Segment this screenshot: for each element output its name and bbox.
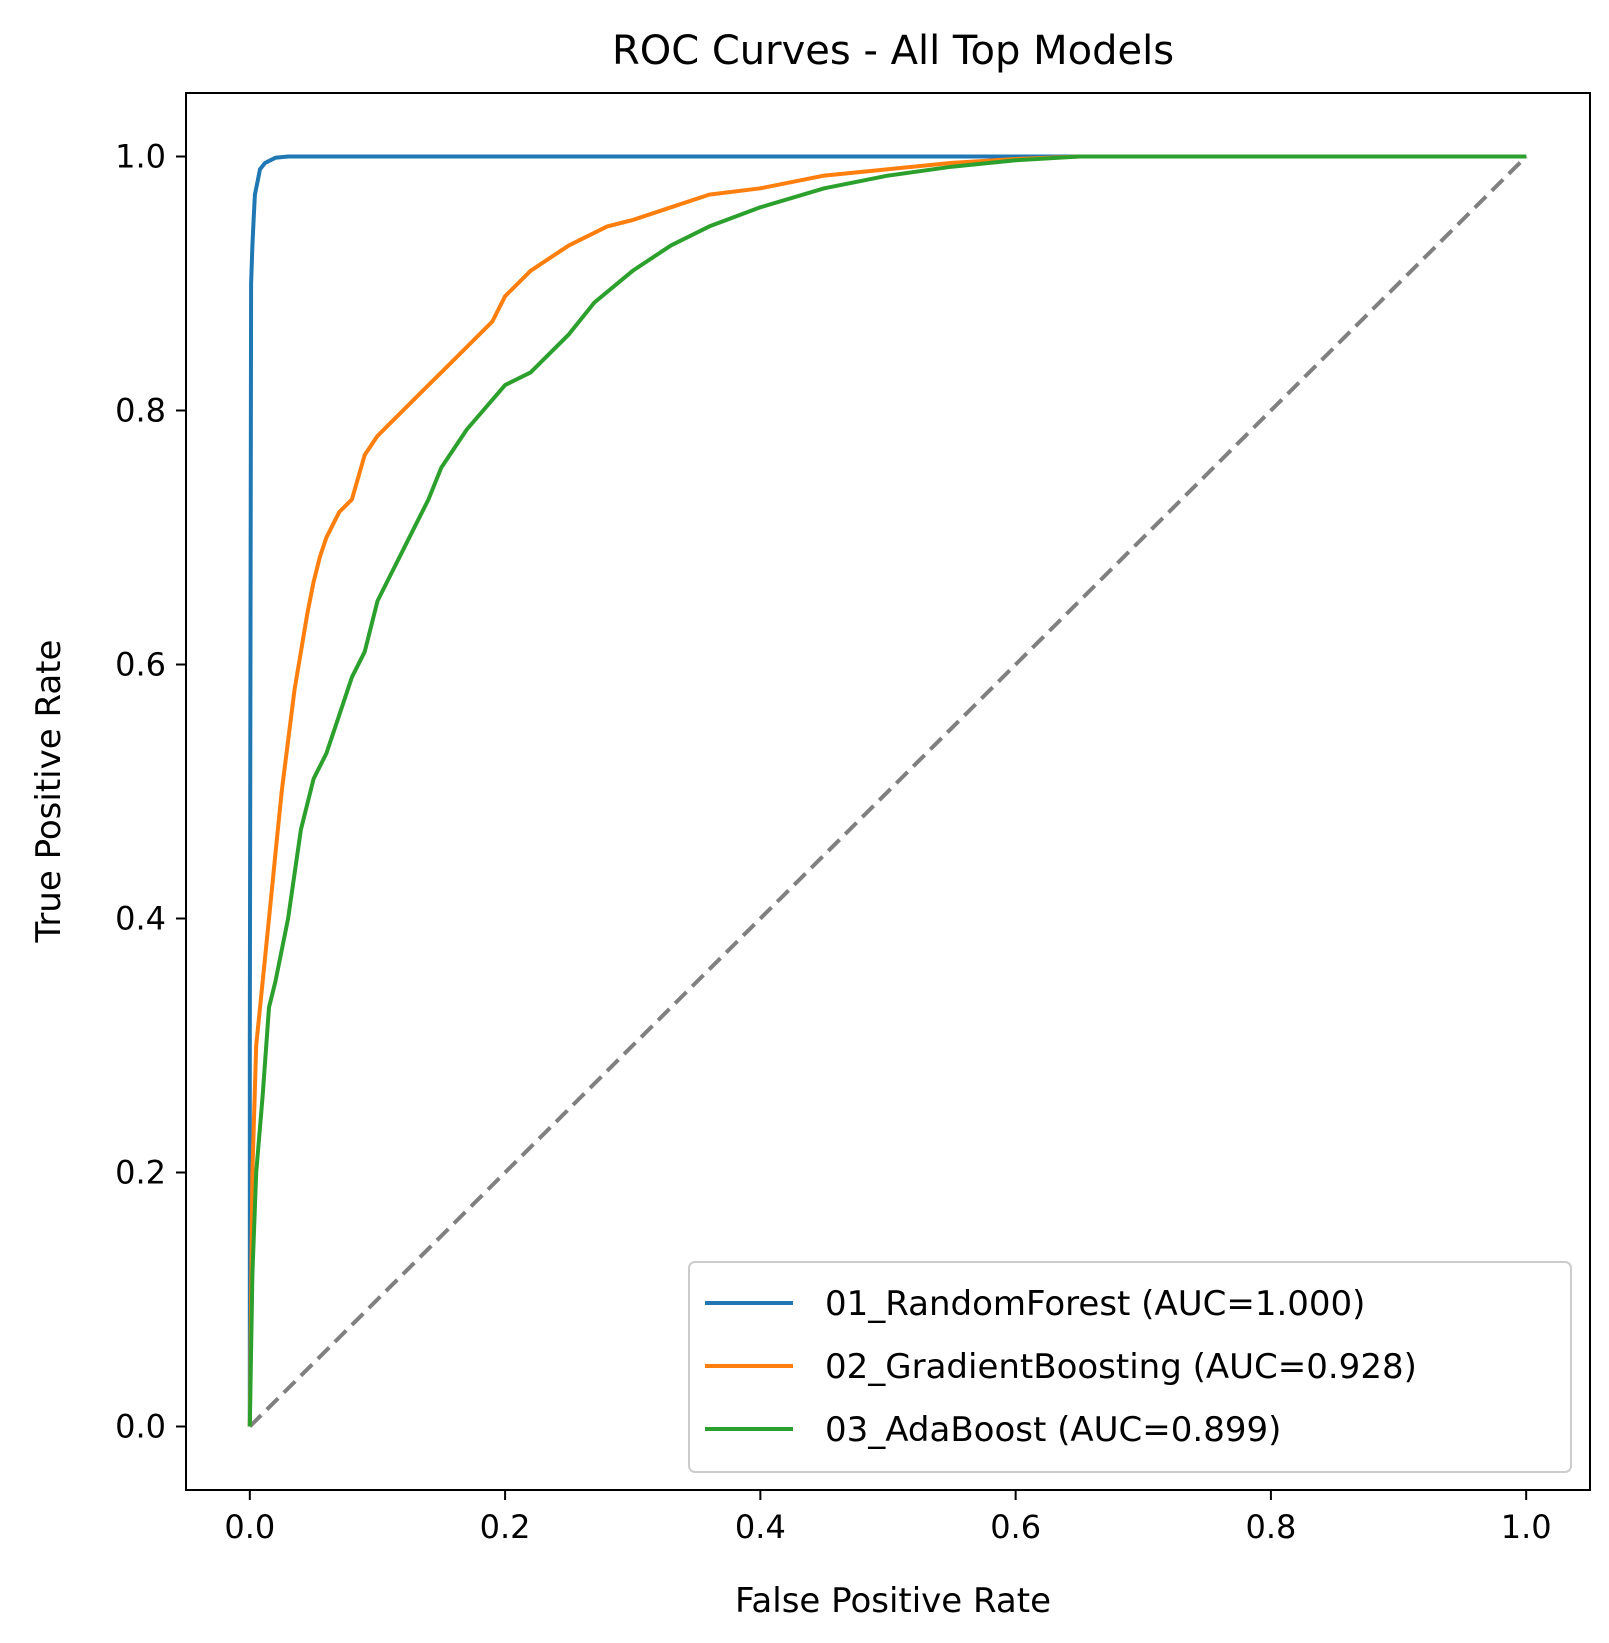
x-tick-label: 1.0 [1501,1508,1552,1546]
series-line-1 [247,154,1527,1427]
y-tick-label: 0.8 [115,392,166,430]
legend: 01_RandomForest (AUC=1.000) 02_GradientBo… [688,1261,1572,1473]
legend-label-1: 01_RandomForest (AUC=1.000) [825,1284,1365,1324]
chart-title: ROC Curves - All Top Models [612,28,1174,74]
plot-frame [185,92,1591,1491]
y-tick-label: 0.6 [115,646,166,684]
x-axis-label: False Positive Rate [735,1581,1051,1621]
x-tick-label: 0.4 [735,1508,786,1546]
series-line-2 [247,154,1527,1427]
y-axis-label: True Positive Rate [29,640,69,944]
x-tick-label: 0.8 [1245,1508,1296,1546]
x-tick-label: 0.0 [224,1508,275,1546]
chance-diagonal-line [248,155,1528,1428]
series-lines [247,154,1528,1428]
y-tick-label: 0.2 [115,1154,166,1192]
y-tick-label: 0.4 [115,900,166,938]
y-tick-label: 1.0 [115,138,166,176]
series-line-3 [247,154,1527,1427]
legend-label-2: 02_GradientBoosting (AUC=0.928) [825,1347,1417,1387]
legend-box [688,1261,1572,1473]
y-tick-label: 0.0 [115,1408,166,1446]
legend-label-3: 03_AdaBoost (AUC=0.899) [825,1410,1281,1450]
x-tick-label: 0.2 [480,1508,531,1546]
x-tick-label: 0.6 [990,1508,1041,1546]
axis-ticks: 0.0 0.2 0.4 0.6 0.8 1.0 0.0 0.2 0.4 0.6 0.8 1.0 [115,138,1552,1547]
